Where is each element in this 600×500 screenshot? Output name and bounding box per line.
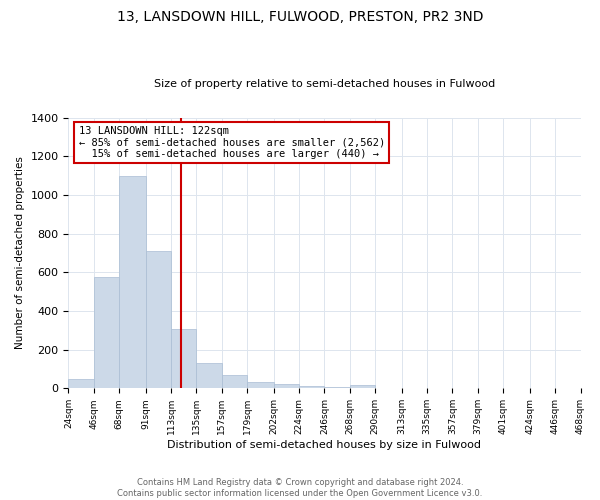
Bar: [350, 386, 375, 388]
Title: Size of property relative to semi-detached houses in Fulwood: Size of property relative to semi-detach…: [154, 79, 495, 89]
Text: 13 LANSDOWN HILL: 122sqm
← 85% of semi-detached houses are smaller (2,562)
  15%: 13 LANSDOWN HILL: 122sqm ← 85% of semi-d…: [79, 126, 385, 159]
Bar: [94, 277, 119, 388]
Bar: [68, 378, 94, 388]
Bar: [222, 375, 247, 388]
Y-axis label: Number of semi-detached properties: Number of semi-detached properties: [15, 156, 25, 350]
Bar: [299, 386, 325, 388]
Bar: [274, 384, 299, 388]
Text: Contains HM Land Registry data © Crown copyright and database right 2024.
Contai: Contains HM Land Registry data © Crown c…: [118, 478, 482, 498]
Bar: [171, 330, 196, 388]
Bar: [119, 176, 146, 388]
X-axis label: Distribution of semi-detached houses by size in Fulwood: Distribution of semi-detached houses by …: [167, 440, 481, 450]
Bar: [146, 251, 171, 388]
Bar: [247, 382, 274, 388]
Bar: [196, 363, 222, 388]
Text: 13, LANSDOWN HILL, FULWOOD, PRESTON, PR2 3ND: 13, LANSDOWN HILL, FULWOOD, PRESTON, PR2…: [117, 10, 483, 24]
